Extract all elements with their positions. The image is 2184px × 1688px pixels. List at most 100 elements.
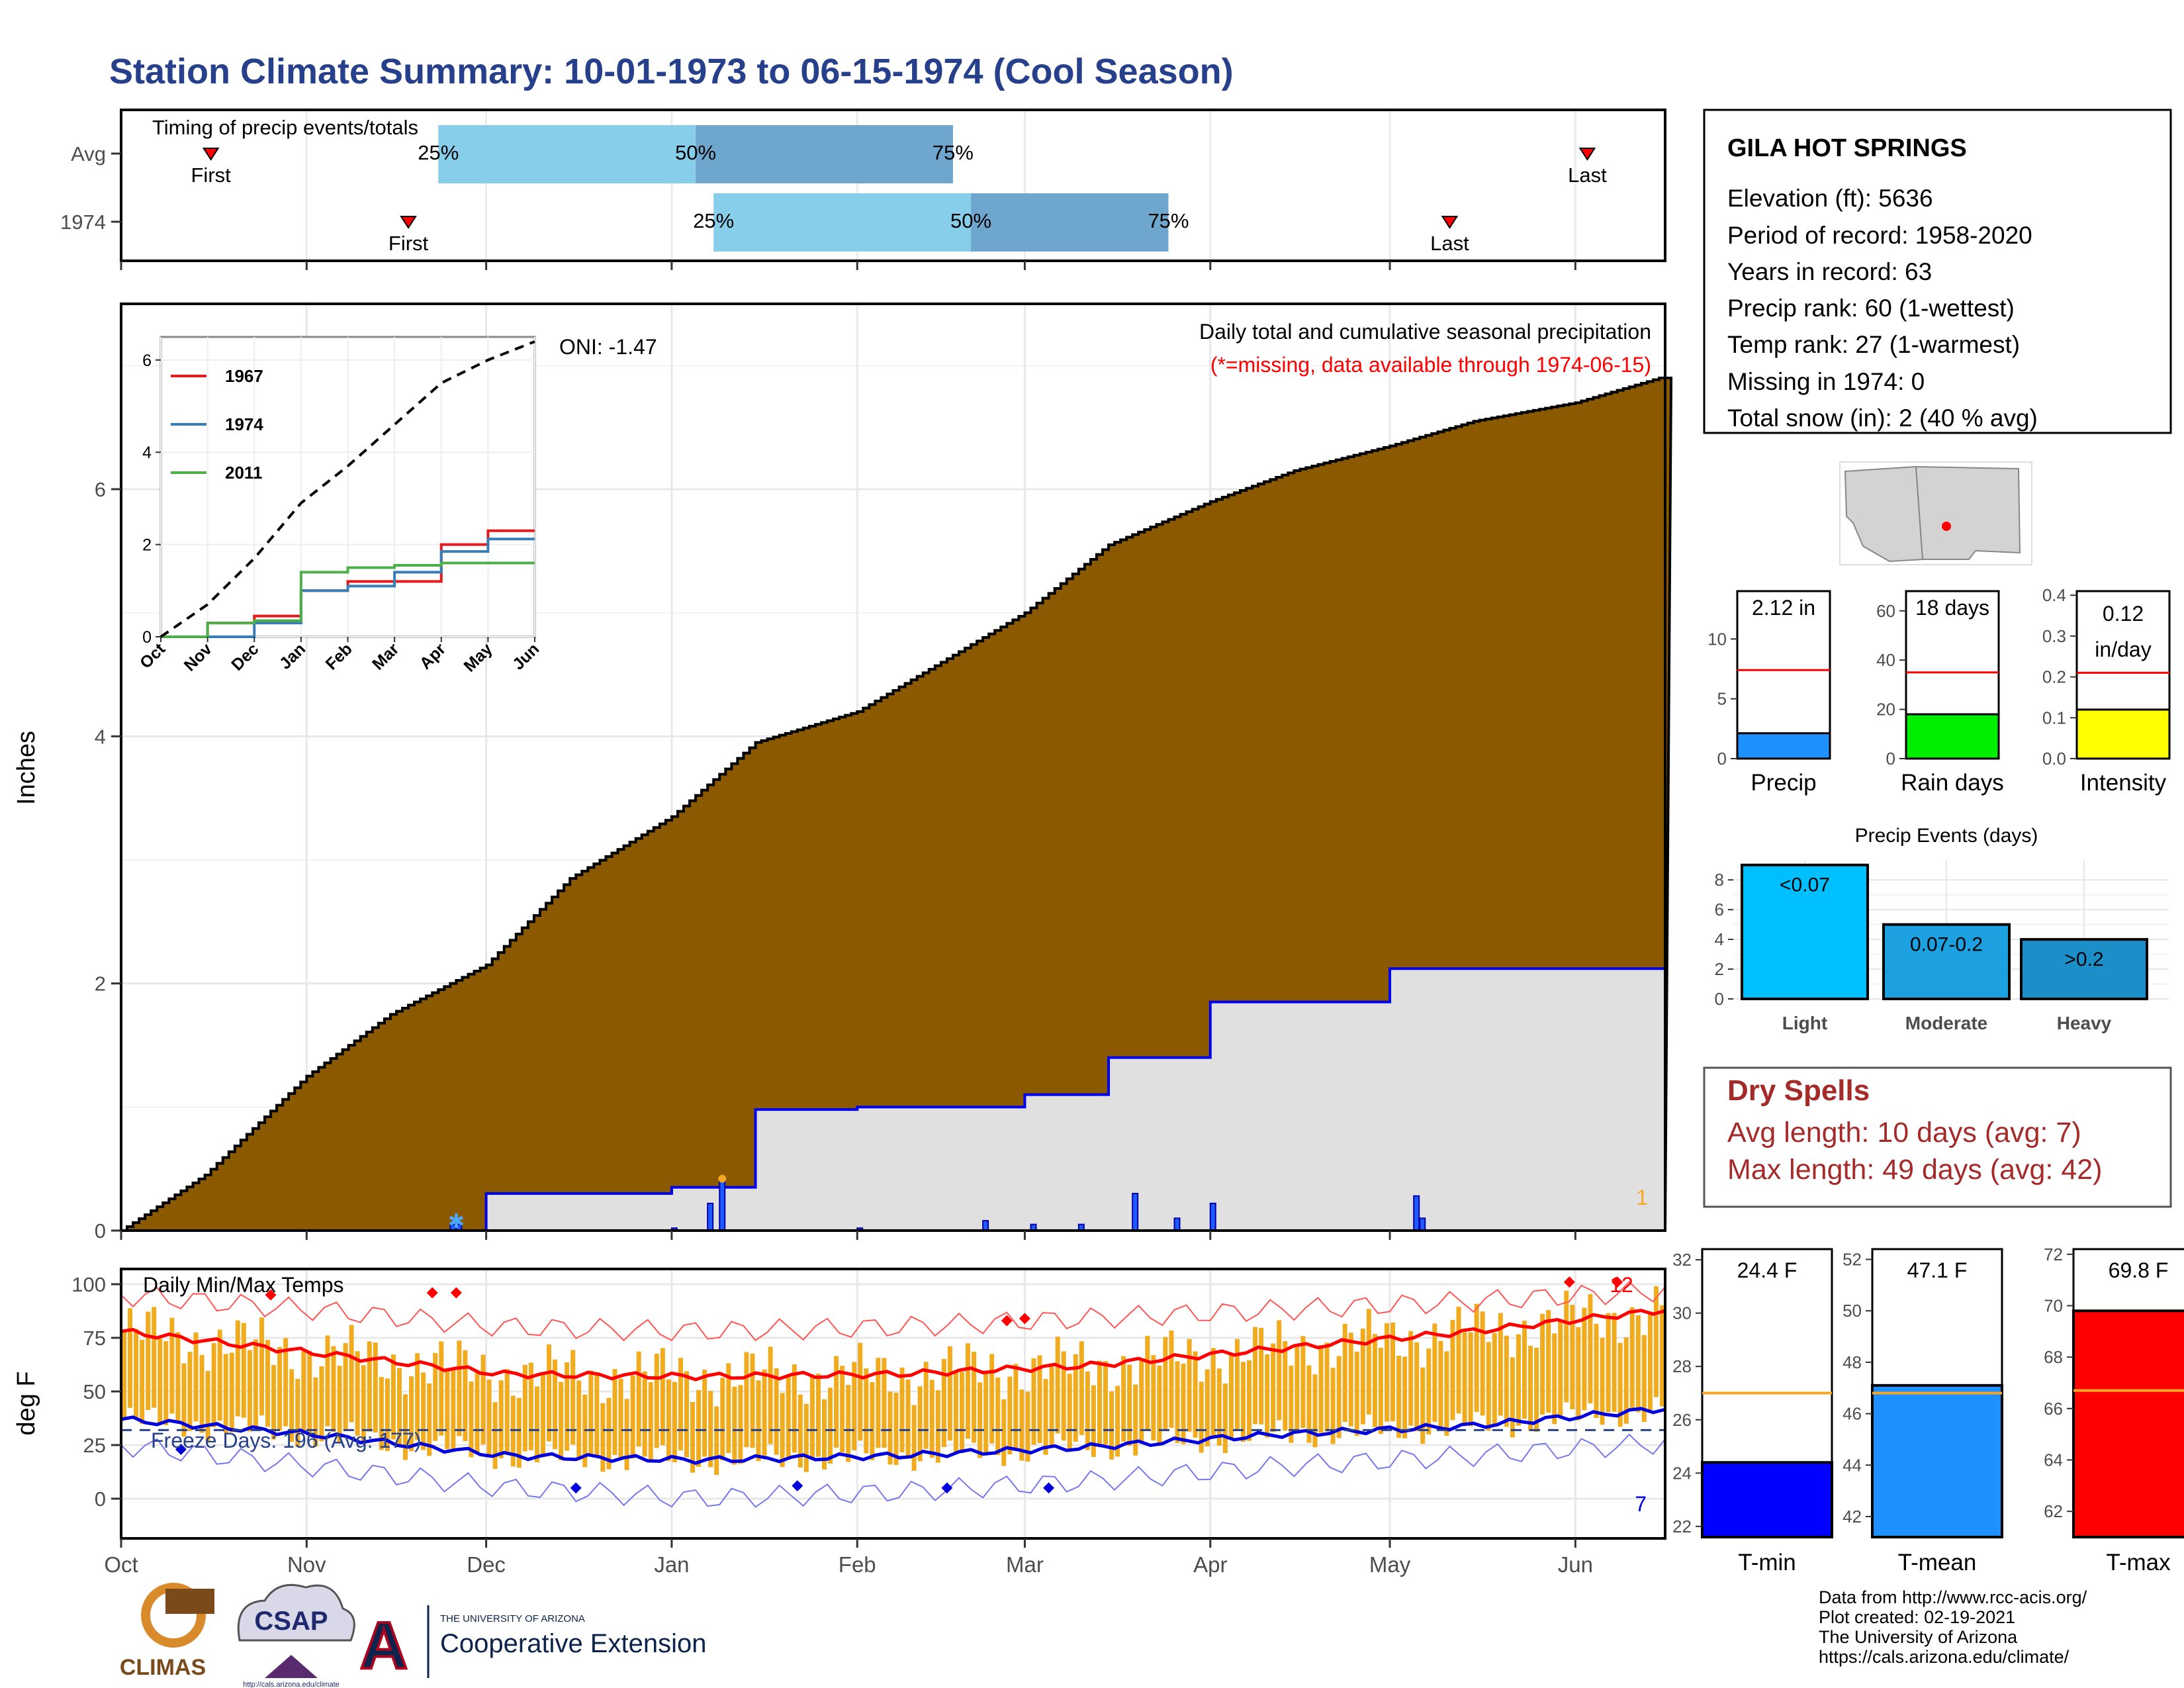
daily-temp-bar bbox=[1181, 1364, 1186, 1444]
daily-temp-bar bbox=[229, 1352, 234, 1432]
daily-temp-bar bbox=[337, 1366, 342, 1442]
daily-temp-bar bbox=[1504, 1335, 1509, 1427]
daily-temp-bar bbox=[313, 1377, 318, 1447]
daily-temp-bar bbox=[618, 1378, 623, 1460]
month-label: Feb bbox=[839, 1552, 876, 1577]
daily-temp-bar bbox=[1540, 1313, 1545, 1415]
event-bar bbox=[2020, 938, 2148, 1001]
daily-temp-bar bbox=[1384, 1323, 1389, 1422]
daily-temp-bar bbox=[510, 1395, 516, 1467]
daily-temp-bar bbox=[774, 1368, 779, 1455]
daily-temp-bar bbox=[528, 1362, 533, 1450]
daily-temp-bar bbox=[636, 1351, 641, 1447]
inset-y-tick-label: 6 bbox=[142, 352, 152, 370]
daily-temp-bar bbox=[181, 1363, 187, 1437]
daily-temp-bar bbox=[1265, 1354, 1270, 1438]
daily-temp-bar bbox=[379, 1377, 384, 1450]
daily-temp-bar bbox=[1438, 1340, 1443, 1431]
climas-logo-text: CLIMAS bbox=[120, 1655, 206, 1680]
mini-bar-label: Rain days bbox=[1901, 770, 2004, 796]
inset-x-tick-label: Nov bbox=[181, 639, 216, 675]
month-label: May bbox=[1369, 1552, 1411, 1577]
daily-temp-bar bbox=[1067, 1374, 1072, 1452]
inset-y-tick-label: 2 bbox=[142, 536, 152, 555]
quartile-label-25: 25% bbox=[418, 141, 459, 164]
daily-temp-bar bbox=[540, 1372, 545, 1456]
quartile-label-75: 75% bbox=[1148, 209, 1189, 232]
daily-temp-bar bbox=[1659, 1305, 1664, 1407]
daily-temp-bar bbox=[978, 1382, 983, 1458]
daily-temp-bar bbox=[283, 1338, 289, 1427]
daily-temp-bar bbox=[1594, 1323, 1599, 1418]
climas-logo-mark bbox=[141, 1583, 206, 1648]
daily-temp-bar bbox=[1240, 1362, 1246, 1442]
quartile-label-75: 75% bbox=[933, 141, 974, 164]
daily-temp-bar bbox=[433, 1352, 438, 1441]
daily-temp-bar bbox=[1115, 1385, 1120, 1457]
daily-temp-bar bbox=[289, 1369, 295, 1442]
footer-line: https://cals.arizona.edu/climate/ bbox=[1819, 1647, 2070, 1667]
daily-temp-bar bbox=[427, 1383, 432, 1456]
daily-temp-bar bbox=[1163, 1336, 1168, 1431]
inset-y-tick-label: 4 bbox=[142, 444, 152, 462]
daily-temp-bar bbox=[858, 1342, 863, 1441]
temp-bar-y-tick-label: 62 bbox=[2044, 1501, 2063, 1521]
event-category-label: Moderate bbox=[1905, 1013, 1987, 1033]
daily-temp-bar bbox=[929, 1380, 934, 1458]
event-range-label: >0.2 bbox=[2064, 949, 2103, 970]
daily-temp-bar bbox=[1492, 1333, 1497, 1427]
daily-temp-bar bbox=[666, 1379, 671, 1462]
daily-temp-bar bbox=[654, 1354, 659, 1448]
daily-temp-bar bbox=[923, 1362, 929, 1449]
daily-temp-bar bbox=[415, 1353, 420, 1440]
daily-temp-bar bbox=[1007, 1376, 1013, 1455]
timing-heading: Timing of precip events/totals bbox=[152, 116, 418, 139]
daily-temp-bar bbox=[1516, 1334, 1521, 1426]
daily-temp-bar bbox=[624, 1399, 629, 1470]
daily-temp-bar bbox=[995, 1377, 1001, 1456]
footer-line: Plot created: 02-19-2021 bbox=[1819, 1607, 2015, 1627]
dry-spells-max: Max length: 49 days (avg: 42) bbox=[1727, 1154, 2102, 1186]
temp-bar-y-tick-label: 42 bbox=[1843, 1507, 1862, 1526]
daily-temp-bar bbox=[1289, 1366, 1294, 1443]
ua-logo: A THE UNIVERSITY OF ARIZONA Cooperative … bbox=[359, 1605, 706, 1684]
daily-temp-bar bbox=[1271, 1343, 1276, 1432]
csap-logo-text: CSAP bbox=[254, 1607, 328, 1636]
month-label: Jan bbox=[654, 1552, 689, 1577]
missing-note: (*=missing, data available through 1974-… bbox=[1210, 353, 1651, 377]
daily-temp-bar bbox=[1091, 1385, 1096, 1457]
daily-temp-bar bbox=[648, 1382, 653, 1462]
temp-bar-y-tick-label: 48 bbox=[1843, 1352, 1862, 1372]
inset-x-tick-label: Jan bbox=[276, 639, 309, 673]
csap-cloud-icon bbox=[237, 1583, 355, 1642]
mini-bar-y-tick-label: 20 bbox=[1876, 700, 1895, 720]
temp-bar-y-tick-label: 24 bbox=[1672, 1463, 1692, 1483]
y-tick-label: 0 bbox=[95, 1487, 106, 1511]
daily-temp-bar bbox=[1300, 1336, 1306, 1429]
temp-bar-y-tick-label: 44 bbox=[1843, 1455, 1862, 1475]
daily-temp-bar bbox=[1552, 1333, 1557, 1425]
daily-temp-bar bbox=[876, 1358, 881, 1448]
daily-temp-bar bbox=[959, 1372, 964, 1454]
daily-temp-bar bbox=[690, 1401, 696, 1473]
record-low-marker-icon bbox=[1043, 1482, 1055, 1494]
temp-bar-y-tick-label: 32 bbox=[1672, 1250, 1692, 1270]
daily-temp-bar bbox=[1348, 1333, 1353, 1427]
location-map bbox=[1839, 461, 2032, 565]
daily-temp-bar bbox=[565, 1362, 570, 1451]
daily-temp-bar bbox=[1390, 1322, 1396, 1422]
daily-temp-bar bbox=[672, 1382, 677, 1463]
daily-temp-bar bbox=[756, 1380, 761, 1462]
first-event-label: First bbox=[388, 232, 429, 255]
daily-temp-bar bbox=[122, 1331, 126, 1420]
temp-bar-y-tick-label: 64 bbox=[2044, 1450, 2063, 1470]
daily-temp-bar bbox=[1318, 1345, 1324, 1433]
daily-temp-bar bbox=[492, 1402, 498, 1469]
daily-temp-bar bbox=[1175, 1361, 1180, 1443]
daily-precip-bar bbox=[1132, 1193, 1139, 1231]
mini-bar-y-tick-label: 40 bbox=[1876, 650, 1895, 670]
daily-temp-bar bbox=[792, 1364, 797, 1453]
daily-temp-bar bbox=[504, 1369, 510, 1454]
daily-temp-bar bbox=[1336, 1356, 1342, 1438]
inset-x-tick-label: Apr bbox=[416, 639, 449, 673]
